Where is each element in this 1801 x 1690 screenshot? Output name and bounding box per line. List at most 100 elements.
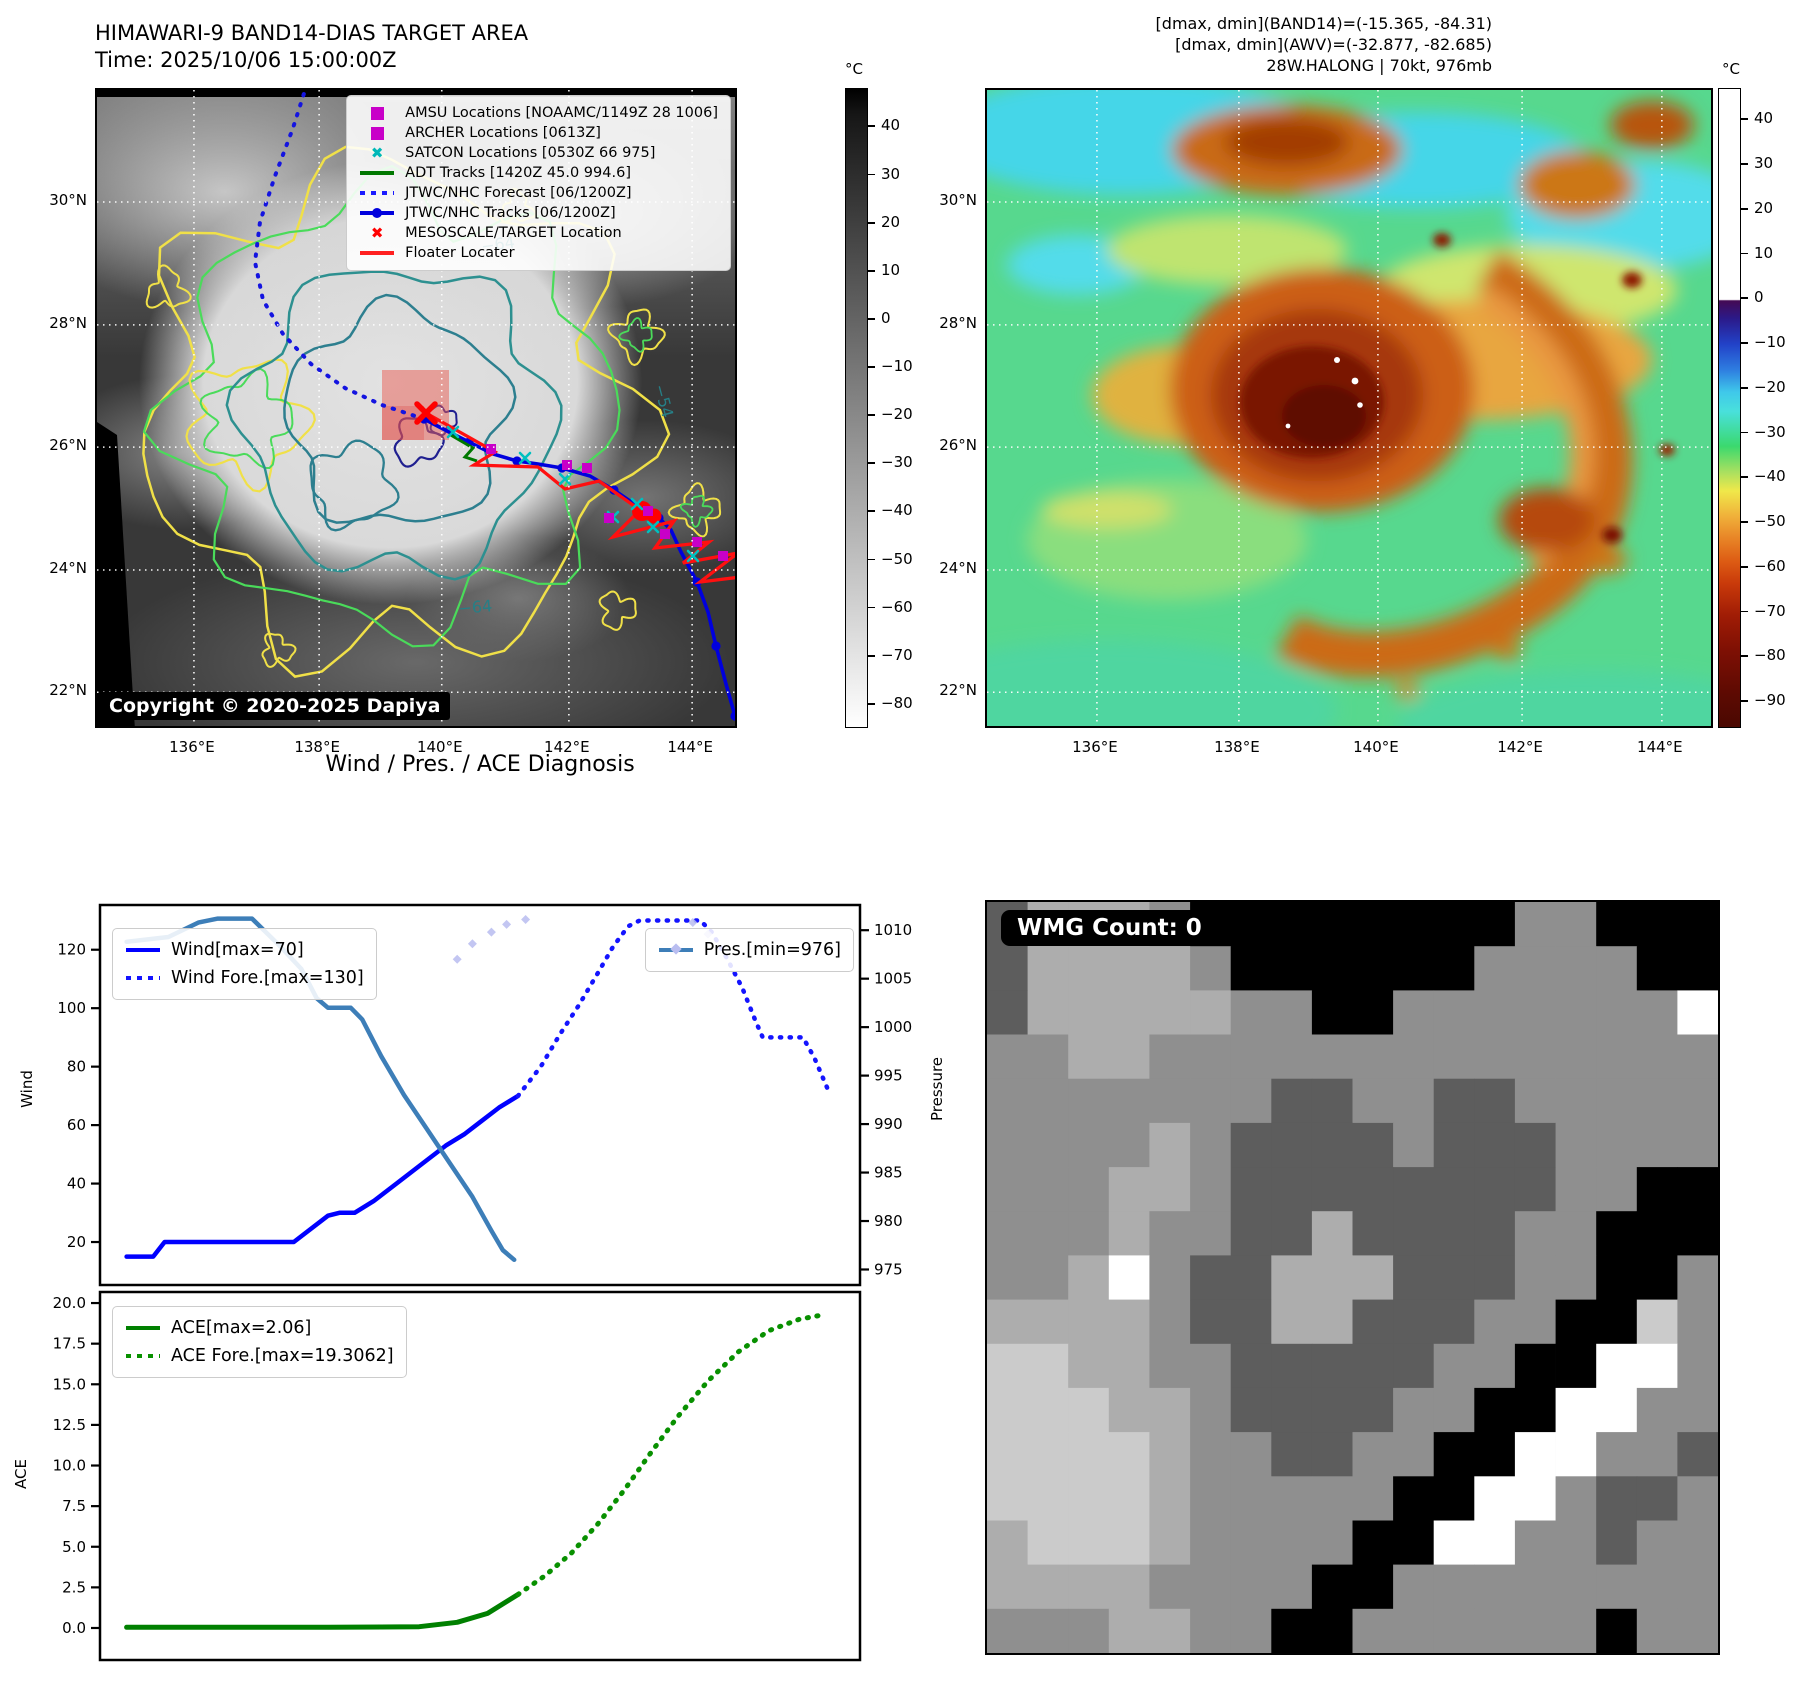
awv-colorbar-tickmark xyxy=(1741,700,1748,702)
wmg-count-badge: WMG Count: 0 xyxy=(1001,910,1218,946)
awv-colorbar-tick: −80 xyxy=(1754,646,1786,665)
awv-colorbar-tickmark xyxy=(1741,163,1748,165)
awv-lon-label: 142°E xyxy=(1497,738,1543,756)
wind-legend-item-label: Wind[max=70] xyxy=(171,940,304,960)
wmg-mosaic xyxy=(987,902,1718,1653)
band14-legend-item-label: AMSU Locations [NOAAMC/1149Z 28 1006] xyxy=(405,105,718,121)
band14-legend-item-label: SATCON Locations [0530Z 66 975] xyxy=(405,145,656,161)
awv-colorbar-tick: 10 xyxy=(1754,243,1774,262)
band14-colorbar-tick: −40 xyxy=(881,501,913,520)
y-tick-label: 2.5 xyxy=(62,1578,86,1596)
dotted-line-icon xyxy=(359,190,395,196)
band14-legend-item-label: ARCHER Locations [0613Z] xyxy=(405,125,601,141)
plot-border xyxy=(98,903,862,1287)
band14-legend-item: AMSU Locations [NOAAMC/1149Z 28 1006] xyxy=(359,103,718,123)
band14-legend-item-label: MESOSCALE/TARGET Location xyxy=(405,225,622,241)
y2-tick-label: 980 xyxy=(874,1212,903,1230)
awv-colorbar-tickmark xyxy=(1741,342,1748,344)
band14-colorbar-unit: °C xyxy=(845,60,863,78)
y-tick-label: 100 xyxy=(57,999,86,1017)
y-tick-label: 60 xyxy=(67,1116,86,1134)
y2-tick-label: 1010 xyxy=(874,921,912,939)
band14-colorbar-tickmark xyxy=(868,462,875,465)
forecast-track xyxy=(252,90,426,421)
x-marker-icon: ✖ xyxy=(370,224,384,242)
awv-lon-label: 140°E xyxy=(1353,738,1399,756)
plot-border xyxy=(98,1290,862,1662)
contour-label: −64 xyxy=(458,596,493,618)
band14-title-line2: Time: 2025/10/06 15:00:00Z xyxy=(95,48,397,72)
wind-legend: Wind[max=70] Wind Fore.[max=130] xyxy=(112,928,377,1000)
line-icon xyxy=(359,250,395,256)
band14-colorbar-tickmark xyxy=(868,510,875,513)
band14-legend-item: JTWC/NHC Tracks [06/1200Z] xyxy=(359,203,718,223)
y2-tick-label: 995 xyxy=(874,1067,903,1085)
ACE[max=2.06]-line xyxy=(124,1592,521,1630)
band14-colorbar-tick: 40 xyxy=(881,116,901,135)
band14-colorbar-tick: 20 xyxy=(881,212,901,231)
band14-colorbar-tick: −20 xyxy=(881,405,913,424)
awv-colorbar-tick: −30 xyxy=(1754,422,1786,441)
band14-lat-label: 24°N xyxy=(49,559,87,577)
y-tick-label: 7.5 xyxy=(62,1497,86,1515)
ace-axis-label: ACE xyxy=(11,1459,30,1489)
line-icon xyxy=(125,947,161,953)
band14-legend-item: ✖ MESOSCALE/TARGET Location xyxy=(359,223,718,243)
band14-colorbar-tick: −10 xyxy=(881,357,913,376)
band14-colorbar-tick: −30 xyxy=(881,453,913,472)
awv-lon-label: 136°E xyxy=(1072,738,1118,756)
awv-lat-label: 30°N xyxy=(939,191,977,209)
band14-legend: AMSU Locations [NOAAMC/1149Z 28 1006] ARC… xyxy=(346,95,731,271)
y-tick-label: 5.0 xyxy=(62,1538,86,1556)
band14-colorbar-tickmark xyxy=(868,702,875,705)
pressure-legend: Pres.[min=976] xyxy=(644,928,854,972)
awv-map xyxy=(985,88,1713,728)
band14-legend-item: ARCHER Locations [0613Z] xyxy=(359,123,718,143)
band14-title-line1: HIMAWARI-9 BAND14-DIAS TARGET AREA xyxy=(95,21,529,45)
dotted-line-icon xyxy=(125,1353,161,1359)
y2-tick-label: 975 xyxy=(874,1260,903,1278)
band14-lon-label: 140°E xyxy=(416,738,463,756)
contour-label: −54 xyxy=(650,382,677,420)
y-tick-label: 40 xyxy=(67,1175,86,1193)
band14-colorbar-tickmark xyxy=(868,317,875,320)
line-with-markers-icon xyxy=(658,943,694,955)
awv-colorbar-tick: 20 xyxy=(1754,198,1774,217)
y2-tick-label: 1005 xyxy=(874,970,912,988)
band14-map-overlay: −64−54−64 xyxy=(97,90,735,726)
awv-colorbar-tick: 30 xyxy=(1754,154,1774,173)
storm-name-intensity: 28W.HALONG | 70kt, 976mb xyxy=(1266,56,1492,75)
square-marker-icon xyxy=(359,106,395,120)
ace-legend-item-label: ACE[max=2.06] xyxy=(171,1318,312,1338)
awv-colorbar-tickmark xyxy=(1741,297,1748,300)
band14-legend-item: JTWC/NHC Forecast [06/1200Z] xyxy=(359,183,718,203)
awv-lat-label: 28°N xyxy=(939,313,977,332)
awv-colorbar-unit: °C xyxy=(1722,60,1740,78)
wind-legend-item-label: Wind Fore.[max=130] xyxy=(171,968,364,988)
band14-lon-label: 138°E xyxy=(294,738,340,756)
square-marker-icon xyxy=(359,126,395,140)
awv-white-pixels xyxy=(1285,357,1363,429)
y-tick-label: 10.0 xyxy=(53,1457,86,1475)
awv-map-imagery xyxy=(987,90,1711,726)
awv-colorbar-tickmark xyxy=(1741,431,1748,434)
band14-legend-item-label: ADT Tracks [1420Z 45.0 994.6] xyxy=(405,165,631,181)
band14-map: −64−54−64 AMSU Locations [NOAAMC/1149Z 2… xyxy=(95,88,737,728)
band14-lon-label: 142°E xyxy=(544,738,590,756)
awv-colorbar-tick: −90 xyxy=(1754,691,1786,710)
awv-graticule xyxy=(987,90,1711,726)
y2-tick-label: 990 xyxy=(874,1115,903,1133)
y-tick-label: 20.0 xyxy=(53,1294,86,1312)
band14-colorbar-tickmark xyxy=(868,606,875,609)
pressure-legend-item-label: Pres.[min=976] xyxy=(703,940,841,960)
pressure-legend-item: Pres.[min=976] xyxy=(658,936,841,964)
Wind[max=70]-line xyxy=(124,1093,521,1259)
wind-legend-item: Wind Fore.[max=130] xyxy=(125,964,364,992)
band14-colorbar-tick: 0 xyxy=(881,308,891,327)
band14-legend-item-label: Floater Locater xyxy=(405,245,515,261)
amsu-archer-markers xyxy=(486,444,728,561)
ACE Fore.[max=19.3062]-line xyxy=(515,1311,829,1597)
band14-title: HIMAWARI-9 BAND14-DIAS TARGET AREA Time:… xyxy=(95,20,528,74)
awv-colorbar-tick: −10 xyxy=(1754,333,1786,352)
y-tick-label: 17.5 xyxy=(53,1335,86,1353)
